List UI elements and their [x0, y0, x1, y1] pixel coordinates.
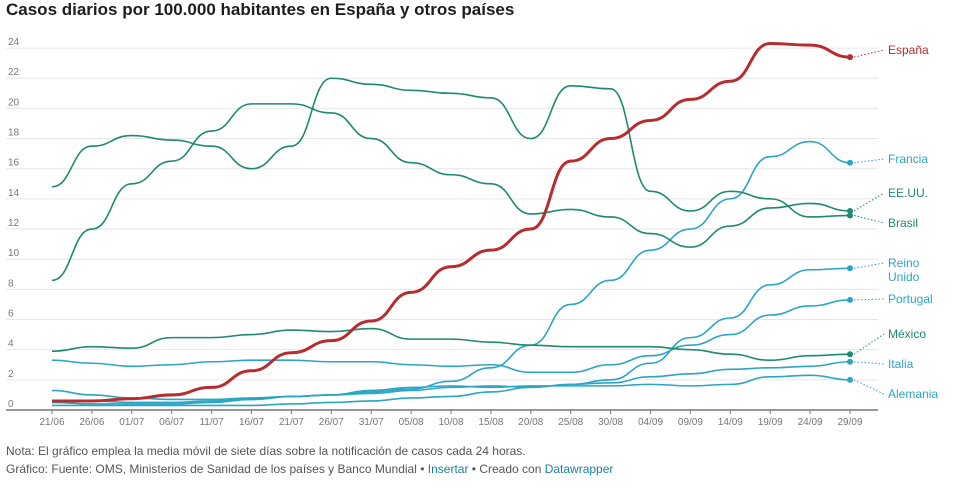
credits-source: Fuente: OMS, Ministerios de Sanidad de l… [51, 462, 417, 476]
x-tick-label: 19/09 [758, 417, 783, 428]
series-label: Portugal [888, 292, 933, 306]
series-lines [51, 42, 854, 407]
created-with: Creado con [479, 462, 545, 476]
label-connector [853, 379, 885, 395]
label-connector [853, 333, 885, 355]
series-line-portugal [51, 299, 851, 374]
chart-title: Casos diarios por 100.000 habitantes en … [6, 0, 515, 19]
label-connector [853, 158, 885, 164]
x-tick-label: 16/07 [239, 417, 264, 428]
series-endpoint [847, 265, 854, 272]
x-tick-label: 11/07 [199, 417, 224, 428]
x-tick-label: 31/07 [359, 417, 384, 428]
y-tick-label: 16 [8, 158, 20, 169]
label-connector [853, 49, 885, 58]
x-tick-label: 30/08 [598, 417, 623, 428]
series-line-m-xico [51, 327, 851, 362]
datawrapper-link[interactable]: Datawrapper [544, 462, 614, 476]
series-line-francia [51, 140, 851, 405]
y-tick-label: 8 [8, 278, 14, 289]
series-label: Alemania [888, 387, 938, 401]
series-endpoint [847, 212, 854, 219]
x-tick-label: 15/08 [478, 417, 503, 428]
credits-sep: • [416, 462, 428, 476]
y-tick-label: 14 [8, 188, 20, 199]
label-connector [853, 361, 885, 365]
series-endpoint [847, 351, 854, 358]
series-label: Francia [888, 152, 928, 166]
y-tick-label: 18 [8, 128, 20, 139]
label-connector [854, 298, 885, 301]
insert-link[interactable]: Insertar [427, 462, 469, 476]
series-endpoint [847, 296, 854, 303]
series-line-espa-a [51, 42, 851, 403]
series-endpoint [847, 207, 854, 214]
footnote: Nota: El gráfico emplea la media móvil d… [6, 444, 526, 458]
x-tick-label: 24/09 [798, 417, 823, 428]
series-line-italia [52, 360, 851, 407]
series-label: España [888, 43, 929, 57]
series-label: EE.UU. [888, 186, 928, 200]
x-tick-label: 09/09 [678, 417, 703, 428]
series-line-brasil [51, 77, 851, 218]
y-tick-label: 0 [8, 399, 14, 410]
grid [6, 47, 878, 411]
x-tick-label: 20/08 [518, 417, 543, 428]
x-tick-label: 14/09 [718, 417, 743, 428]
x-tick-label: 21/07 [279, 417, 304, 428]
x-tick-label: 01/07 [119, 417, 144, 428]
y-tick-label: 2 [8, 369, 14, 380]
x-tick-label: 21/06 [39, 417, 64, 428]
x-axis: 21/06 26/06 01/07 06/07 11/07 16/07 21/07 26/07… [39, 410, 863, 428]
x-tick-label: 06/07 [159, 417, 184, 428]
series-line-ee-uu- [51, 103, 851, 282]
credits: Gráfico: Fuente: OMS, Ministerios de San… [6, 462, 613, 476]
label-connector [853, 262, 885, 269]
x-tick-label: 29/09 [838, 417, 863, 428]
series-endpoint [847, 54, 854, 61]
series-label: Reino [888, 256, 920, 270]
y-tick-label: 10 [8, 248, 20, 259]
y-tick-label: 6 [8, 309, 14, 320]
series-label: Italia [888, 357, 914, 371]
series-endpoint [847, 159, 854, 166]
credits-prefix: Gráfico: [6, 462, 52, 476]
series-label: México [888, 327, 926, 341]
x-tick-label: 04/09 [638, 417, 663, 428]
series-label-line2: Unido [888, 270, 920, 284]
x-tick-label: 26/06 [79, 417, 104, 428]
y-tick-label: 22 [8, 67, 20, 78]
label-connector [853, 214, 885, 224]
y-tick-label: 20 [8, 97, 20, 108]
y-tick-label: 12 [8, 218, 20, 229]
series-endpoint [847, 376, 854, 383]
credits-sep: • [468, 462, 480, 476]
series-label: Brasil [888, 216, 918, 230]
series-line-alemania [51, 374, 851, 404]
y-tick-label: 4 [8, 339, 14, 350]
y-tick-label: 24 [8, 37, 20, 48]
series-line-reino-unido [51, 267, 851, 401]
x-tick-label: 25/08 [558, 417, 583, 428]
x-tick-label: 26/07 [319, 417, 344, 428]
label-connector [853, 192, 885, 212]
x-tick-label: 10/08 [438, 417, 463, 428]
x-tick-label: 05/08 [399, 417, 424, 428]
series-endpoint [847, 358, 854, 365]
